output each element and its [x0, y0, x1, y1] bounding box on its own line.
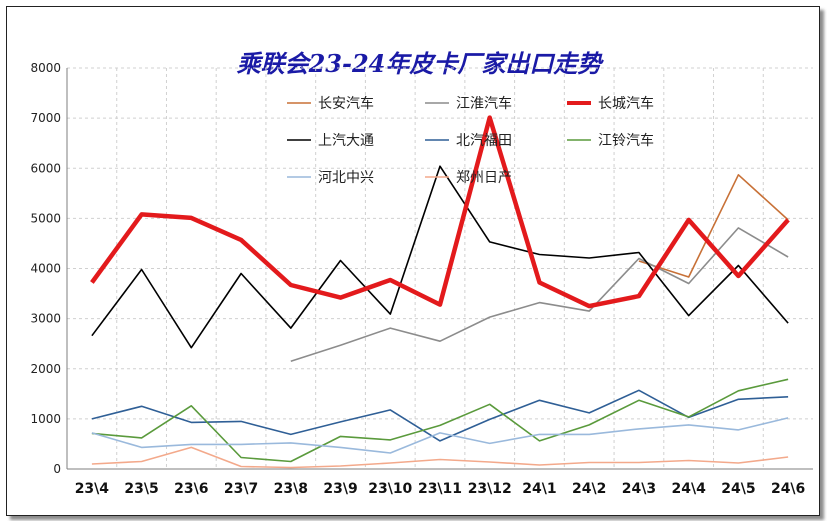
y-tick-label: 8000	[30, 61, 61, 75]
legend-label: 江淮汽车	[456, 95, 512, 112]
y-tick-label: 7000	[30, 111, 61, 125]
chart-title: 乘联会23-24年皮卡厂家出口走势	[237, 49, 605, 78]
x-tick-label: 23\9	[323, 481, 357, 497]
y-tick-label: 2000	[30, 362, 61, 376]
series-line-5	[91, 378, 789, 463]
legend-label: 上汽大通	[318, 133, 374, 149]
x-tick-label: 24\6	[771, 481, 805, 497]
legend-label: 郑州日产	[456, 170, 512, 186]
y-tick-label: 4000	[30, 262, 61, 276]
series-lines	[90, 115, 790, 469]
series-line-3	[91, 165, 789, 349]
y-tick-label: 0	[53, 462, 61, 476]
x-tick-label: 23\12	[468, 481, 512, 497]
series-line-7	[91, 446, 789, 469]
legend-label: 长城汽车	[598, 95, 654, 112]
y-tick-label: 5000	[30, 211, 61, 225]
x-tick-label: 23\7	[224, 481, 258, 497]
x-tick-label: 23\4	[75, 481, 110, 497]
x-tick-label: 23\10	[368, 481, 412, 497]
series-line-1	[290, 227, 789, 362]
series-line-6	[91, 417, 789, 454]
x-tick-label: 23\5	[124, 481, 158, 497]
series-line-2	[90, 115, 790, 309]
y-tick-label: 6000	[30, 161, 61, 175]
x-tick-label: 23\6	[174, 481, 208, 497]
legend-label: 长安汽车	[318, 95, 374, 112]
x-tick-label: 24\3	[622, 481, 656, 497]
x-tick-label: 23\8	[274, 481, 308, 497]
legend-label: 江铃汽车	[598, 132, 654, 149]
legend-label: 北汽福田	[456, 133, 512, 149]
x-tick-label: 24\1	[522, 481, 556, 497]
y-axis: 0 1000 2000 3000 4000 5000 6000 7000 8000	[30, 61, 68, 476]
y-tick-label: 3000	[30, 312, 61, 326]
y-tick-label: 1000	[30, 412, 61, 426]
series-line-0	[638, 174, 789, 278]
legend-label: 河北中兴	[318, 170, 374, 186]
grid-lines	[67, 67, 813, 470]
x-tick-label: 24\2	[572, 481, 606, 497]
x-tick-label: 24\4	[671, 481, 706, 497]
line-chart: 乘联会23-24年皮卡厂家出口走势 0 1000 2000 3000 4000 5000 6…	[30, 49, 813, 497]
x-tick-label: 23\11	[418, 481, 462, 497]
x-axis: 23\4 23\5 23\6 23\7 23\8 23\9 23\10 23\11 23\12 2…	[75, 481, 806, 497]
chart-frame: 乘联会23-24年皮卡厂家出口走势 0 1000 2000 3000 4000 5000 6…	[6, 6, 820, 516]
x-tick-label: 24\5	[721, 481, 755, 497]
